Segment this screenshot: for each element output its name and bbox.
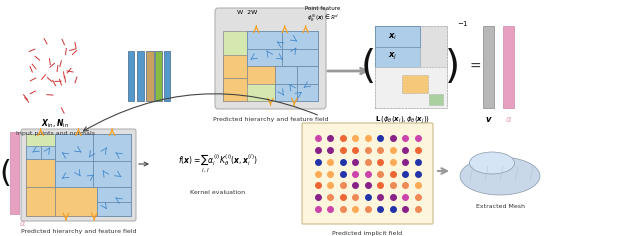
Bar: [296, 66, 318, 84]
Text: $-1$: $-1$: [457, 18, 468, 28]
Text: (: (: [360, 48, 376, 86]
Bar: [41, 146, 56, 159]
Bar: [56, 187, 97, 216]
Bar: [97, 187, 131, 202]
Text: Extracted Mesh: Extracted Mesh: [476, 203, 525, 208]
FancyBboxPatch shape: [215, 8, 326, 109]
Bar: [26, 146, 41, 159]
Bar: [247, 49, 282, 66]
Text: $\boldsymbol{v}$: $\boldsymbol{v}$: [484, 115, 492, 125]
Bar: [26, 187, 56, 216]
Bar: [10, 132, 19, 214]
Bar: [93, 134, 131, 161]
Bar: [137, 51, 144, 101]
Text: $\alpha$: $\alpha$: [505, 115, 512, 125]
Bar: [164, 51, 170, 101]
Bar: [375, 26, 420, 67]
Text: $\boldsymbol{x}_i$: $\boldsymbol{x}_i$: [388, 31, 397, 42]
Bar: [93, 161, 131, 187]
Bar: [223, 78, 247, 101]
Bar: [275, 66, 318, 101]
Text: =: =: [469, 60, 481, 74]
Text: $\boldsymbol{X}_\mathrm{in}, \boldsymbol{N}_\mathrm{in}$: $\boldsymbol{X}_\mathrm{in}, \boldsymbol…: [41, 118, 69, 130]
Bar: [247, 31, 282, 49]
Bar: [26, 159, 56, 187]
Text: Point feature
$\phi_\theta^{(l)}(\boldsymbol{x}) \in \mathbb{R}^d$: Point feature $\phi_\theta^{(l)}(\boldsy…: [305, 6, 340, 24]
Text: Predicted hierarchy and feature field: Predicted hierarchy and feature field: [212, 117, 328, 122]
Bar: [403, 75, 428, 93]
Bar: [375, 26, 420, 46]
Bar: [56, 161, 93, 187]
Bar: [282, 49, 318, 66]
Bar: [282, 31, 318, 49]
Bar: [375, 67, 447, 108]
Bar: [420, 26, 447, 67]
Text: W  2W: W 2W: [237, 10, 257, 16]
Bar: [56, 134, 93, 161]
Bar: [155, 51, 162, 101]
Bar: [97, 187, 131, 216]
Bar: [375, 26, 447, 108]
Ellipse shape: [460, 157, 540, 195]
Text: Predicted implicit field: Predicted implicit field: [332, 231, 403, 236]
Bar: [429, 94, 444, 105]
Bar: [56, 134, 131, 187]
FancyBboxPatch shape: [21, 129, 136, 221]
Text: $\alpha$: $\alpha$: [19, 219, 27, 228]
Bar: [483, 26, 494, 108]
Text: (: (: [0, 159, 11, 187]
Text: $f(\boldsymbol{x}) = \sum_{i,l} \alpha_i^{(l)} K_\theta^{(l)}(\boldsymbol{x}, \b: $f(\boldsymbol{x}) = \sum_{i,l} \alpha_i…: [178, 153, 258, 175]
Text: $\mathbf{L}\,(\phi_\theta(\boldsymbol{x}_i), \phi_\theta(\boldsymbol{x}_j))$: $\mathbf{L}\,(\phi_\theta(\boldsymbol{x}…: [375, 114, 430, 126]
Bar: [146, 51, 154, 101]
Bar: [296, 84, 318, 101]
FancyBboxPatch shape: [302, 123, 433, 224]
Bar: [223, 55, 247, 78]
Text: $\boldsymbol{x}_j$: $\boldsymbol{x}_j$: [388, 51, 397, 62]
Bar: [128, 51, 134, 101]
Bar: [275, 84, 296, 101]
Bar: [247, 66, 275, 84]
Text: Input points and normals: Input points and normals: [15, 131, 95, 136]
Bar: [97, 202, 131, 216]
Bar: [503, 26, 514, 108]
Bar: [275, 66, 296, 84]
Ellipse shape: [470, 152, 515, 174]
Bar: [247, 31, 318, 66]
Bar: [26, 134, 131, 216]
Text: Predicted hierarchy and feature field: Predicted hierarchy and feature field: [20, 228, 136, 233]
Text: ): ): [444, 48, 460, 86]
Text: Kernel evaluation: Kernel evaluation: [191, 190, 246, 194]
Bar: [223, 31, 318, 101]
